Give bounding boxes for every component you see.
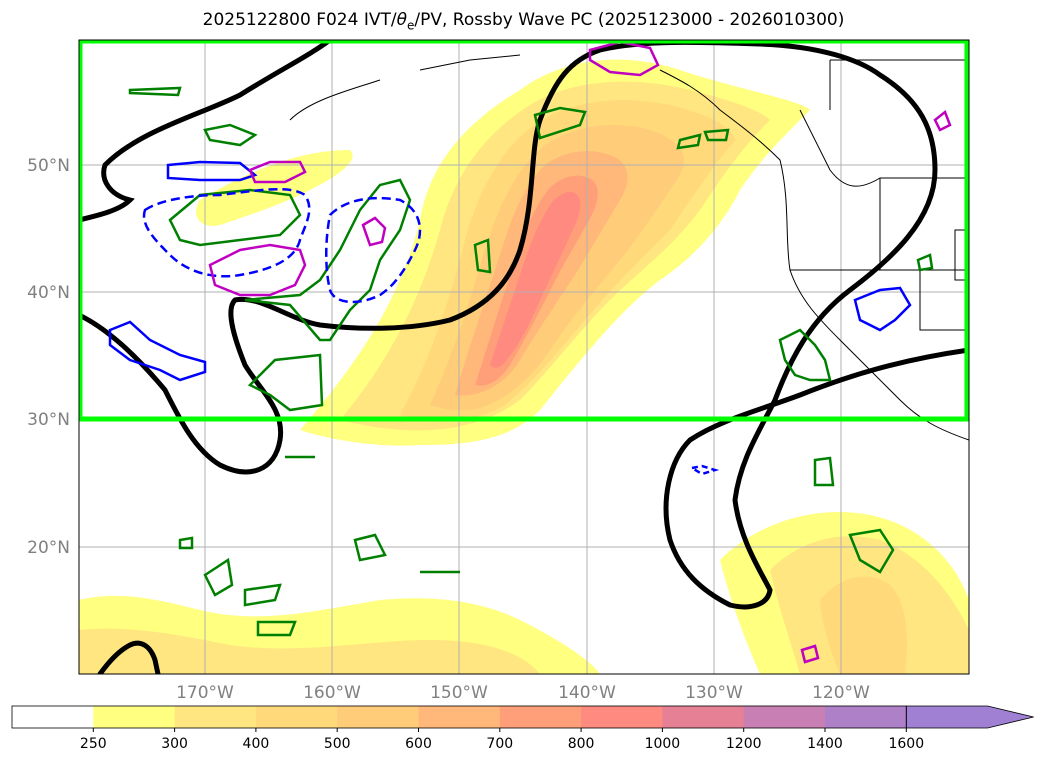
colorbar-extend-arrow xyxy=(905,705,1034,729)
colorbar-segment xyxy=(174,706,257,728)
lon-label-130w: 130°W xyxy=(685,683,743,703)
lat-labels: 50°N 40°N 30°N 20°N xyxy=(27,156,70,558)
colorbar-tick-label: 800 xyxy=(568,736,595,752)
colorbar-tick-label: 400 xyxy=(243,736,270,752)
colorbar-segment xyxy=(743,706,826,728)
lon-labels: 170°W 160°W 150°W 140°W 130°W 120°W xyxy=(176,683,870,703)
blue-contours xyxy=(108,160,912,476)
lat-label-40: 40°N xyxy=(27,283,70,303)
colorbar-tick-label: 1000 xyxy=(645,736,681,752)
ivt-shading xyxy=(79,59,969,674)
colorbar-tick-label: 700 xyxy=(486,736,513,752)
colorbar-tick-label: 500 xyxy=(324,736,351,752)
colorbar-segment xyxy=(418,706,501,728)
green-contours xyxy=(128,86,934,637)
colorbar-segment xyxy=(255,706,338,728)
map-title: 2025122800 F024 IVT/θe/PV, Rossby Wave P… xyxy=(202,10,845,33)
colorbar-frame xyxy=(11,705,907,729)
colorbar-segment xyxy=(12,706,94,728)
colorbar-tick-label: 250 xyxy=(80,736,107,752)
colorbar-tick-label: 1400 xyxy=(807,736,843,752)
coastlines xyxy=(289,54,969,441)
lon-label-120w: 120°W xyxy=(812,683,870,703)
colorbar-tick-label: 1200 xyxy=(726,736,762,752)
highlight-box xyxy=(79,40,969,422)
graticule xyxy=(79,40,969,674)
lat-label-30: 30°N xyxy=(27,410,70,430)
map-frame xyxy=(78,39,970,675)
colorbar-segment xyxy=(825,706,907,728)
rossby-wave-contours xyxy=(79,40,969,674)
colorbar-segment xyxy=(93,706,176,728)
colorbar-segment xyxy=(662,706,745,728)
lon-label-170w: 170°W xyxy=(176,683,234,703)
colorbar-tick-label: 1600 xyxy=(888,736,924,752)
colorbar-tick-label: 300 xyxy=(161,736,188,752)
lon-label-140w: 140°W xyxy=(558,683,616,703)
map-panel xyxy=(79,40,969,674)
colorbar-segment xyxy=(581,706,663,728)
colorbar-tick-label: 600 xyxy=(405,736,432,752)
colorbar-segment xyxy=(499,706,582,728)
colorbar-segment xyxy=(337,706,419,728)
lon-label-150w: 150°W xyxy=(430,683,488,703)
lat-label-50: 50°N xyxy=(27,156,70,176)
colorbar: 250 300 400 500 600 700 800 1000 1200 1400 1600 xyxy=(11,705,1034,752)
lon-label-160w: 160°W xyxy=(303,683,361,703)
lat-label-20: 20°N xyxy=(27,538,70,558)
